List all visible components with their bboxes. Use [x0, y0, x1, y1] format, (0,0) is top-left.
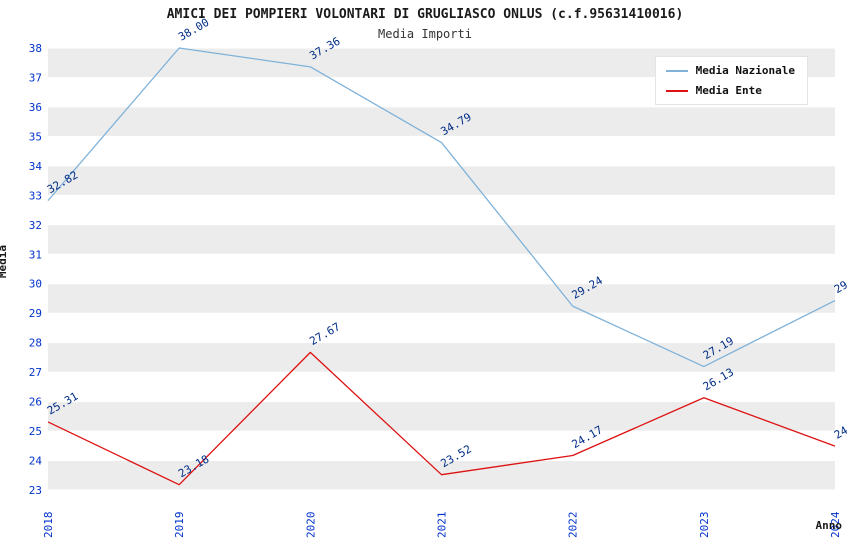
legend-swatch-media-ente	[665, 89, 688, 92]
chart-subtitle: Media Importi	[378, 27, 472, 41]
y-tick-label: 36	[29, 101, 42, 114]
grid-band	[48, 106, 835, 137]
legend-item-media-nazionale: Media Nazionale	[665, 64, 795, 77]
legend-item-media-ente: Media Ente	[665, 84, 795, 97]
grid-band	[48, 165, 835, 196]
y-tick-label: 28	[29, 337, 42, 350]
y-tick-label: 35	[29, 130, 42, 143]
y-tick-label: 34	[29, 160, 43, 173]
y-tick-label: 31	[29, 248, 42, 261]
legend: Media Nazionale Media Ente	[654, 56, 808, 105]
chart-title: AMICI DEI POMPIERI VOLONTARI DI GRUGLIAS…	[166, 7, 684, 22]
grid-band	[48, 283, 835, 314]
y-tick-label: 29	[29, 307, 42, 320]
y-tick-label: 32	[29, 219, 42, 232]
series-line	[47, 351, 836, 486]
x-tick-label: 2023	[698, 512, 711, 539]
y-tick-label: 25	[29, 425, 42, 438]
y-tick-label: 38	[29, 42, 42, 55]
grid-band	[48, 401, 835, 432]
x-tick-label: 2024	[829, 511, 842, 538]
x-tick-label: 2021	[436, 512, 449, 539]
x-tick-label: 2020	[304, 512, 317, 539]
y-tick-label: 33	[29, 189, 42, 202]
point-label: 38.00	[176, 16, 211, 44]
x-tick-label: 2022	[567, 512, 580, 539]
legend-label-media-ente: Media Ente	[695, 84, 762, 97]
x-tick-label: 2018	[42, 512, 55, 539]
y-tick-label: 24	[29, 455, 43, 468]
series-line	[47, 47, 836, 368]
legend-label-media-nazionale: Media Nazionale	[695, 64, 795, 77]
y-tick-label: 23	[29, 484, 42, 497]
y-tick-label: 30	[29, 278, 42, 291]
grid-band	[48, 224, 835, 255]
legend-swatch-media-nazionale	[665, 69, 688, 72]
y-tick-label: 26	[29, 396, 42, 409]
y-tick-label: 37	[29, 71, 42, 84]
y-tick-label: 27	[29, 366, 42, 379]
x-tick-label: 2019	[173, 512, 186, 539]
x-axis-title: Anno	[815, 519, 843, 532]
grid-band	[48, 342, 835, 373]
